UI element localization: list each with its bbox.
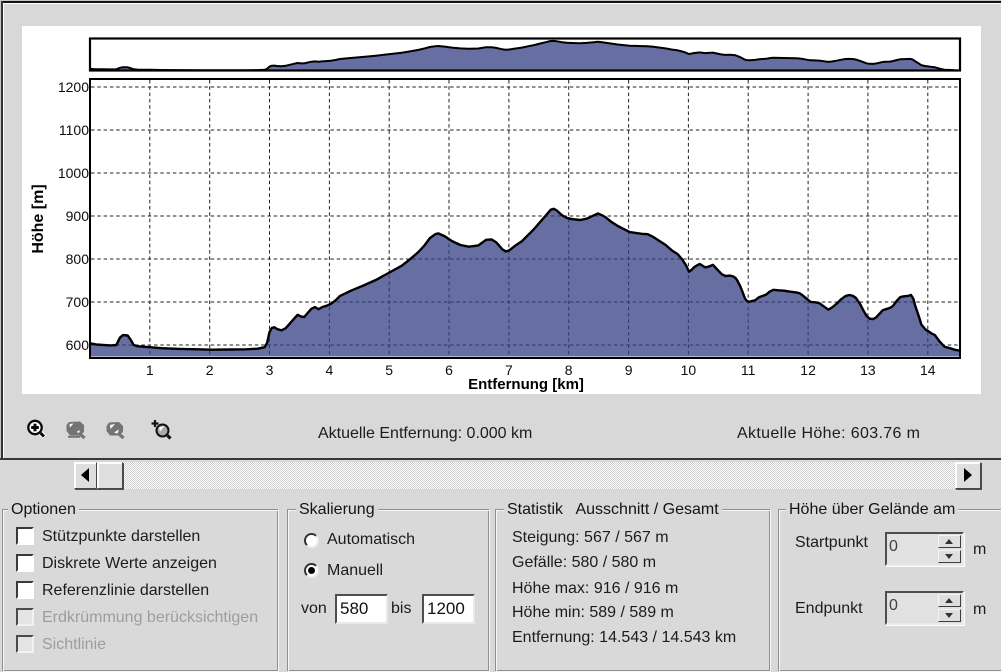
svg-text:1200: 1200: [58, 79, 89, 95]
svg-text:14: 14: [920, 362, 936, 378]
svg-text:Entfernung [km]: Entfernung [km]: [468, 376, 584, 393]
svg-text:11: 11: [741, 362, 756, 378]
svg-text:700: 700: [66, 294, 90, 310]
svg-text:6: 6: [445, 362, 453, 378]
svg-text:12: 12: [800, 362, 816, 378]
svg-text:Höhe [m]: Höhe [m]: [30, 184, 47, 253]
svg-text:4: 4: [326, 362, 334, 378]
svg-text:7: 7: [505, 362, 513, 378]
svg-text:9: 9: [625, 362, 633, 378]
svg-text:3: 3: [266, 362, 274, 378]
svg-text:2: 2: [206, 362, 214, 378]
svg-text:1: 1: [146, 362, 154, 378]
svg-text:1000: 1000: [58, 165, 89, 181]
svg-text:800: 800: [66, 251, 90, 267]
svg-text:8: 8: [565, 362, 573, 378]
svg-text:10: 10: [681, 362, 697, 378]
svg-text:5: 5: [385, 362, 393, 378]
svg-text:900: 900: [66, 208, 90, 224]
svg-text:1100: 1100: [59, 122, 89, 138]
svg-text:600: 600: [66, 337, 90, 353]
svg-text:13: 13: [860, 362, 876, 378]
